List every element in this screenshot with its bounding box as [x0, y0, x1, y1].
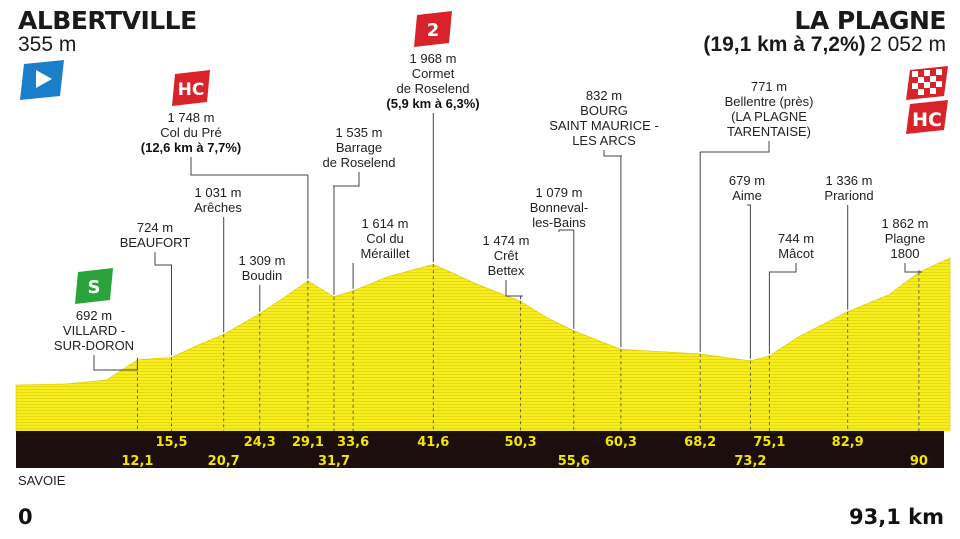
- leader-line: [558, 229, 575, 329]
- km-marker: 24,3: [244, 435, 276, 450]
- waypoint-label-line: de Roselend: [397, 81, 470, 96]
- km-marker: 41,6: [417, 435, 449, 450]
- finish-name: LA PLAGNE: [794, 6, 946, 35]
- waypoint-label-line: les-Bains: [532, 215, 586, 230]
- waypoint-label-line: Barrage: [336, 140, 382, 155]
- waypoint-label-line: 1 862 m: [882, 216, 929, 231]
- km-marker: 75,1: [753, 435, 785, 450]
- distance-end: 93,1 km: [849, 505, 944, 529]
- leader-line: [154, 252, 172, 356]
- km-marker: 12,1: [121, 454, 153, 469]
- waypoint-label-line: SUR-DORON: [54, 338, 134, 353]
- start-altitude: 355 m: [18, 33, 77, 56]
- leader-line: [904, 263, 922, 273]
- waypoint-label-line: Crêt: [494, 248, 519, 263]
- leader-line: [603, 150, 622, 348]
- waypoint-label-line: Méraillet: [360, 246, 410, 261]
- badge-label: HC: [178, 80, 205, 100]
- waypoint-label-line: (LA PLAGNE: [731, 109, 807, 124]
- waypoint-label-line: Arêches: [194, 200, 242, 215]
- waypoint-label-line: de Roselend: [323, 155, 396, 170]
- waypoint-label-line: 1800: [891, 246, 920, 261]
- km-marker: 60,3: [605, 435, 637, 450]
- waypoint-label-line: 1 614 m: [362, 216, 409, 231]
- waypoint-climb-line: (12,6 km à 7,7%): [141, 140, 241, 155]
- waypoint-label-line: 1 474 m: [483, 233, 530, 248]
- waypoint-label-line: Aime: [732, 188, 762, 203]
- km-marker: 55,6: [558, 454, 590, 469]
- checkered-flag-icon: [906, 66, 948, 100]
- distance-band-bar: [16, 431, 944, 468]
- leader-line: [505, 280, 523, 300]
- climb-category-badge: 2: [414, 11, 452, 47]
- waypoint-label-line: Cormet: [412, 66, 455, 81]
- km-marker: 73,2: [734, 454, 766, 469]
- km-marker: 90: [910, 454, 928, 469]
- climb-badges: S HC 2: [75, 11, 452, 304]
- finish-hc-badge-label: HC: [912, 109, 942, 131]
- waypoint-label-line: 832 m: [586, 88, 622, 103]
- waypoint-label-line: 679 m: [729, 173, 765, 188]
- finish-climb-info: (19,1 km à 7,2%) 2 052 m: [703, 33, 946, 57]
- waypoint-label-line: Bettex: [488, 263, 525, 278]
- finish-altitude: 2 052 m: [870, 33, 946, 56]
- waypoint-label-line: TARENTAISE): [727, 124, 811, 139]
- waypoint-label-line: 1 336 m: [826, 173, 873, 188]
- km-marker: 29,1: [292, 435, 324, 450]
- waypoint-label-line: 724 m: [137, 220, 173, 235]
- waypoint-label-line: 1 079 m: [536, 185, 583, 200]
- waypoint-label-line: BOURG: [580, 103, 628, 118]
- distance-band: [16, 431, 944, 468]
- km-marker: 68,2: [684, 435, 716, 450]
- km-marker: 15,5: [155, 435, 187, 450]
- waypoint-label-line: Col du Pré: [160, 125, 221, 140]
- waypoint-climb-line: (5,9 km à 6,3%): [386, 96, 479, 111]
- leader-line: [747, 204, 751, 359]
- waypoint-label-line: 1 535 m: [336, 125, 383, 140]
- waypoint-label-line: Mâcot: [778, 246, 814, 261]
- waypoint-label-line: 1 748 m: [168, 110, 215, 125]
- finish-climb: (19,1 km à 7,2%): [703, 33, 866, 56]
- waypoint-label-line: 1 968 m: [410, 51, 457, 66]
- climb-category-badge: HC: [172, 70, 210, 106]
- waypoint-label-line: LES ARCS: [572, 133, 636, 148]
- km-marker: 82,9: [832, 435, 864, 450]
- leader-line: [699, 141, 770, 352]
- profile-area: [15, 257, 951, 432]
- waypoint-label-line: Bonneval-: [530, 200, 589, 215]
- km-markers: 12,115,5 20,7 24,3 29,1 31,7 33,6 41,6 50,3 55,6…: [121, 435, 928, 469]
- leader-line: [768, 263, 797, 354]
- profile-polygon: [15, 257, 951, 432]
- waypoint-label-line: Plagne: [885, 231, 925, 246]
- badge-label: S: [88, 277, 101, 298]
- waypoint-label-line: SAINT MAURICE -: [549, 118, 659, 133]
- waypoint-label-line: 1 031 m: [195, 185, 242, 200]
- km-marker: 20,7: [208, 454, 240, 469]
- waypoint-label-line: Col du: [366, 231, 404, 246]
- waypoint-label-line: 1 309 m: [239, 253, 286, 268]
- waypoint-label-line: BEAUFORT: [120, 235, 191, 250]
- km-marker: 33,6: [337, 435, 369, 450]
- waypoint-label-line: Bellentre (près): [725, 94, 814, 109]
- waypoint-label-line: Prariond: [824, 188, 873, 203]
- waypoint-label-line: 744 m: [778, 231, 814, 246]
- badge-label: 2: [427, 20, 440, 41]
- waypoint-label-line: VILLARD -: [63, 323, 125, 338]
- waypoint-label-line: 692 m: [76, 308, 112, 323]
- region-label: SAVOIE: [18, 473, 66, 488]
- start-name: ALBERTVILLE: [18, 6, 197, 35]
- finish-hc-badge: HC: [906, 100, 948, 134]
- distance-start: 0: [18, 505, 33, 529]
- sprint-badge: S: [75, 268, 113, 304]
- waypoint-label-line: Boudin: [242, 268, 282, 283]
- leader-line: [333, 172, 360, 295]
- waypoint-label-line: 771 m: [751, 79, 787, 94]
- km-marker: 31,7: [318, 454, 350, 469]
- start-arrow-icon: [20, 60, 64, 100]
- leader-line: [190, 157, 309, 279]
- km-marker: 50,3: [505, 435, 537, 450]
